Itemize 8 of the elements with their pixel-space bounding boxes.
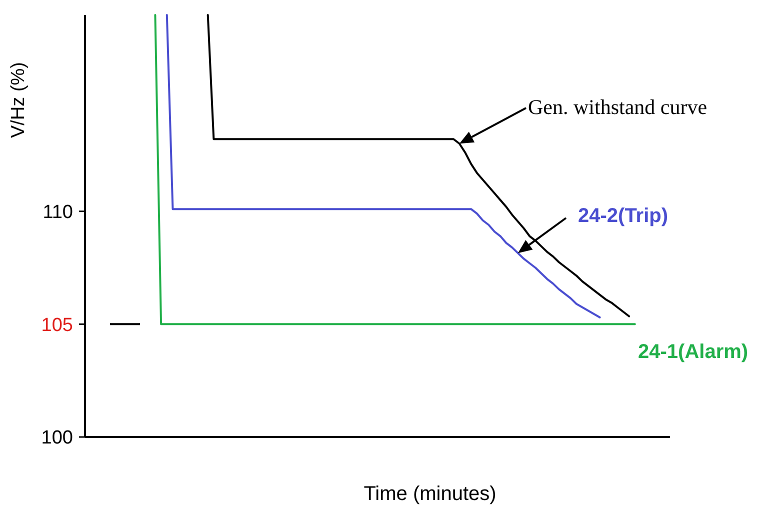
y-tick-label: 105 bbox=[41, 314, 73, 336]
y-axis-title: V/Hz (%) bbox=[8, 62, 29, 138]
text: Gen. withstand curve bbox=[528, 95, 708, 119]
series-label: 24-1(Alarm) bbox=[638, 341, 748, 363]
text: 24-2(Trip) bbox=[578, 205, 668, 227]
x-axis-title: Time (minutes) bbox=[364, 483, 496, 505]
y-tick-label: 110 bbox=[42, 202, 73, 223]
y-tick-label: 100 bbox=[41, 428, 73, 449]
